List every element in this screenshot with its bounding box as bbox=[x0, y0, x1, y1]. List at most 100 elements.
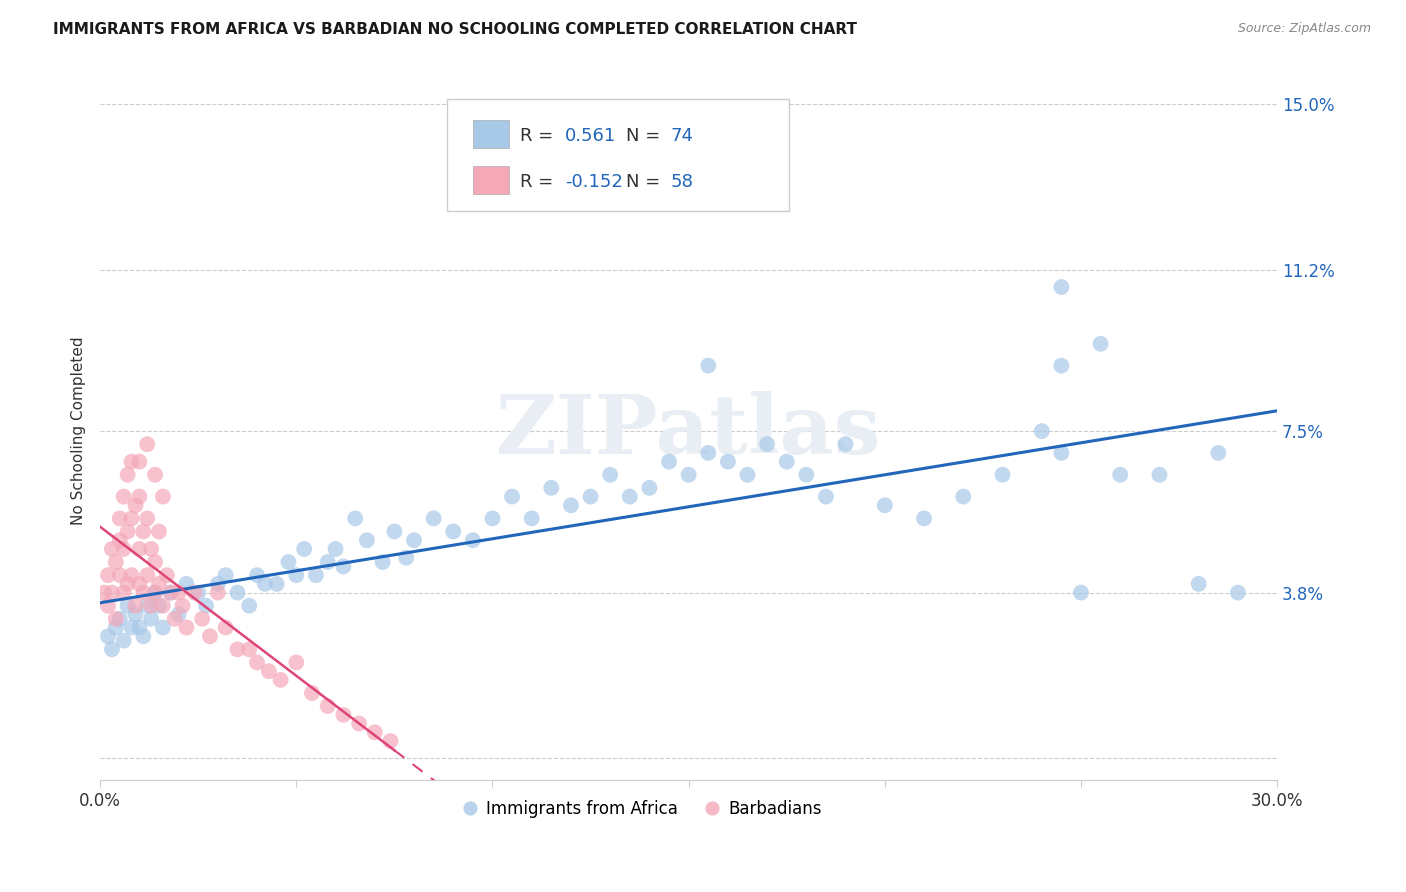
Point bbox=[104, 612, 127, 626]
Point bbox=[266, 577, 288, 591]
Point bbox=[1149, 467, 1171, 482]
Point bbox=[776, 455, 799, 469]
Point bbox=[912, 511, 935, 525]
Text: -0.152: -0.152 bbox=[565, 173, 623, 191]
Point bbox=[540, 481, 562, 495]
Point bbox=[658, 455, 681, 469]
Point bbox=[124, 498, 146, 512]
Point bbox=[112, 541, 135, 556]
Point bbox=[794, 467, 817, 482]
Point bbox=[136, 437, 159, 451]
Point bbox=[226, 642, 249, 657]
Point bbox=[108, 568, 131, 582]
Point bbox=[139, 599, 162, 613]
Point bbox=[152, 490, 174, 504]
Point bbox=[737, 467, 759, 482]
FancyBboxPatch shape bbox=[447, 99, 789, 211]
Point bbox=[128, 455, 150, 469]
Point bbox=[191, 612, 214, 626]
Point bbox=[148, 599, 170, 613]
Point bbox=[1109, 467, 1132, 482]
Point bbox=[215, 568, 238, 582]
Point bbox=[292, 541, 315, 556]
Text: 74: 74 bbox=[671, 128, 695, 145]
Point bbox=[834, 437, 856, 451]
Point bbox=[717, 455, 740, 469]
Point bbox=[128, 490, 150, 504]
Point bbox=[187, 585, 209, 599]
Point bbox=[697, 359, 720, 373]
Point bbox=[520, 511, 543, 525]
Point bbox=[136, 568, 159, 582]
Text: R =: R = bbox=[520, 173, 560, 191]
Point bbox=[325, 541, 347, 556]
Point bbox=[139, 612, 162, 626]
Point bbox=[207, 577, 229, 591]
Point bbox=[198, 629, 221, 643]
Point bbox=[246, 656, 269, 670]
FancyBboxPatch shape bbox=[474, 166, 509, 194]
Point bbox=[148, 577, 170, 591]
Point bbox=[1070, 585, 1092, 599]
Point bbox=[143, 585, 166, 599]
Point bbox=[356, 533, 378, 548]
Point bbox=[481, 511, 503, 525]
Point bbox=[599, 467, 621, 482]
Point bbox=[246, 568, 269, 582]
Point bbox=[207, 585, 229, 599]
Point bbox=[371, 555, 394, 569]
Point bbox=[101, 642, 124, 657]
Point bbox=[117, 577, 139, 591]
Y-axis label: No Schooling Completed: No Schooling Completed bbox=[72, 337, 86, 525]
Point bbox=[560, 498, 582, 512]
Point bbox=[132, 524, 155, 539]
Point bbox=[1206, 446, 1229, 460]
Point bbox=[121, 455, 143, 469]
Point bbox=[159, 585, 181, 599]
Point bbox=[384, 524, 406, 539]
Point bbox=[128, 621, 150, 635]
Point bbox=[1188, 577, 1211, 591]
Point bbox=[1050, 359, 1073, 373]
Point bbox=[112, 633, 135, 648]
Point bbox=[97, 629, 120, 643]
Point bbox=[143, 585, 166, 599]
Point bbox=[461, 533, 484, 548]
Point bbox=[380, 734, 402, 748]
Point bbox=[277, 555, 299, 569]
Point bbox=[619, 490, 641, 504]
Point bbox=[195, 599, 218, 613]
Text: 0.561: 0.561 bbox=[565, 128, 616, 145]
Point bbox=[128, 541, 150, 556]
Text: IMMIGRANTS FROM AFRICA VS BARBADIAN NO SCHOOLING COMPLETED CORRELATION CHART: IMMIGRANTS FROM AFRICA VS BARBADIAN NO S… bbox=[53, 22, 858, 37]
Point bbox=[579, 490, 602, 504]
Point bbox=[143, 555, 166, 569]
Point bbox=[104, 555, 127, 569]
Point bbox=[167, 607, 190, 622]
Point bbox=[97, 599, 120, 613]
Point bbox=[101, 541, 124, 556]
Point bbox=[1090, 336, 1112, 351]
Point bbox=[347, 716, 370, 731]
Point bbox=[117, 599, 139, 613]
Point bbox=[678, 467, 700, 482]
Point bbox=[814, 490, 837, 504]
Point bbox=[332, 707, 354, 722]
Point bbox=[1031, 424, 1053, 438]
Point bbox=[97, 568, 120, 582]
Point bbox=[93, 585, 115, 599]
Point bbox=[316, 555, 339, 569]
Text: Source: ZipAtlas.com: Source: ZipAtlas.com bbox=[1237, 22, 1371, 36]
Point bbox=[238, 599, 260, 613]
Point bbox=[238, 642, 260, 657]
Point bbox=[176, 621, 198, 635]
Point bbox=[226, 585, 249, 599]
Point bbox=[364, 725, 387, 739]
Point bbox=[152, 621, 174, 635]
Point bbox=[136, 599, 159, 613]
Point bbox=[108, 612, 131, 626]
Point bbox=[143, 467, 166, 482]
Point bbox=[163, 612, 186, 626]
FancyBboxPatch shape bbox=[474, 120, 509, 148]
Point bbox=[253, 577, 276, 591]
